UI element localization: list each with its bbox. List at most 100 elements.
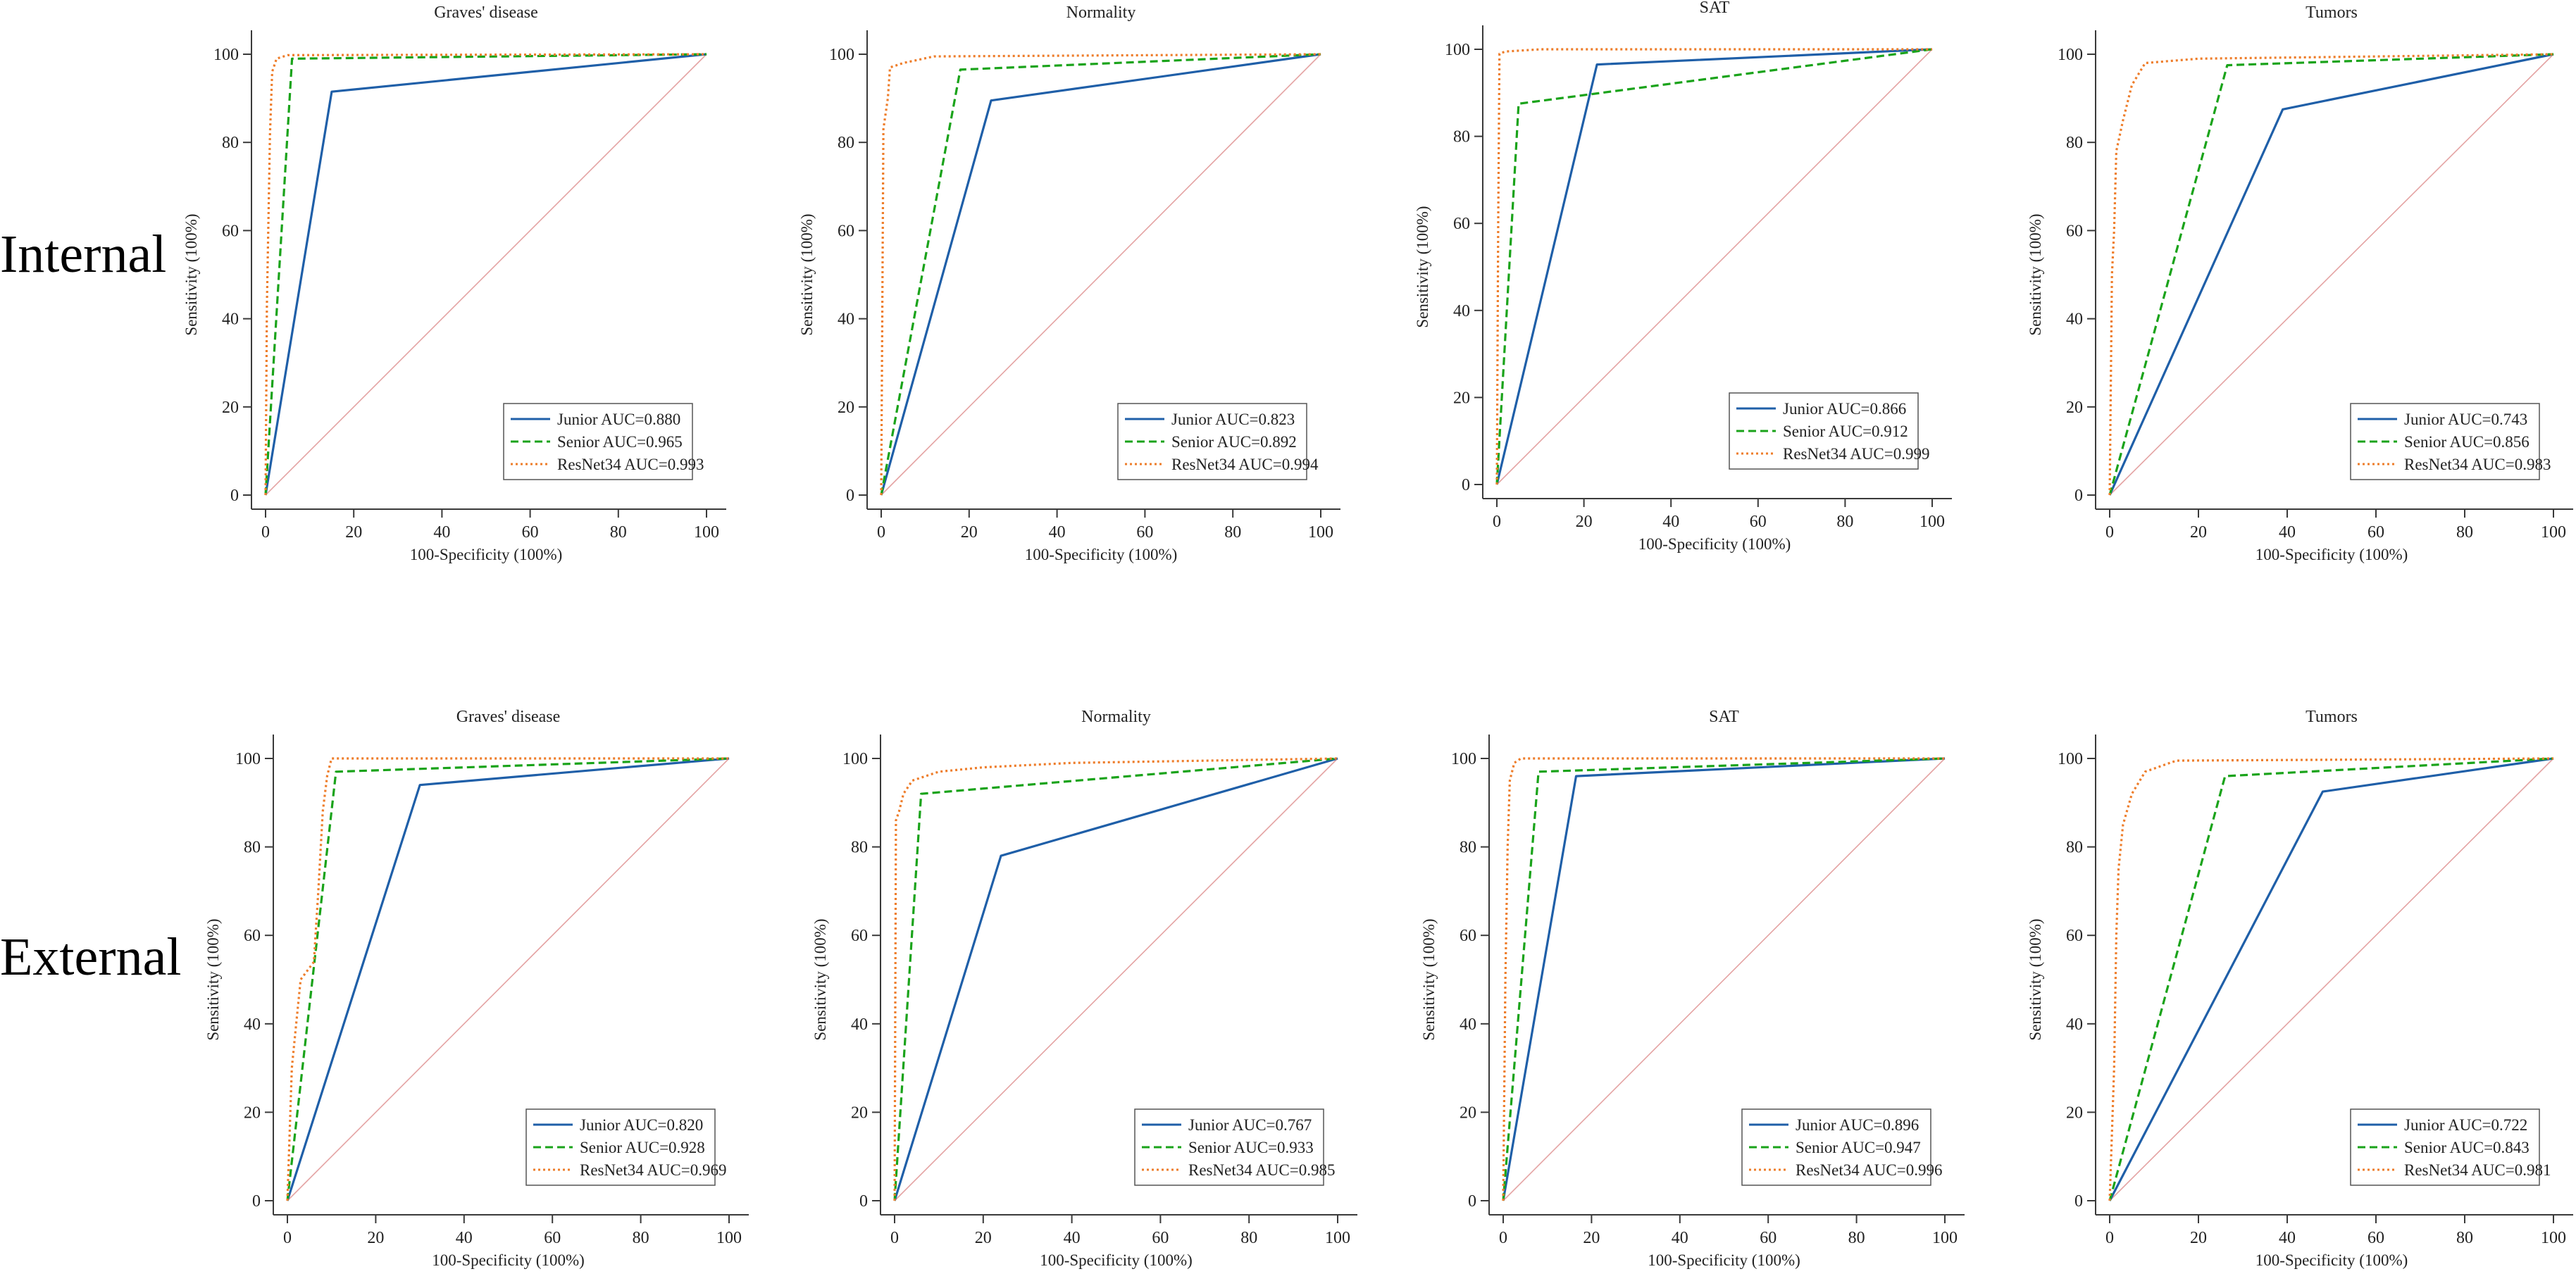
roc-curve-resnet [264, 53, 707, 496]
legend-entry-senior: Senior AUC=0.965 [557, 433, 683, 451]
x-tick-label: 40 [2279, 1229, 2296, 1247]
y-axis-label: Sensitivity (100%) [2027, 918, 2044, 1040]
roc-curve-resnet [286, 757, 729, 1201]
y-tick-label: 40 [851, 1016, 868, 1034]
y-tick-label: 0 [2074, 487, 2083, 505]
x-tick-label: 60 [1152, 1229, 1169, 1247]
legend-entry-resnet: ResNet34 AUC=0.981 [2404, 1161, 2551, 1179]
panel-title: Normality [1081, 708, 1151, 726]
panel-title: Normality [1066, 4, 1136, 22]
roc-panel-internal-3: SAT 0 20 40 60 80 100 0 20 40 60 80 100 100-Specifici… [1414, 0, 1952, 553]
y-tick-label: 40 [222, 311, 239, 329]
roc-curve-resnet [1495, 48, 1932, 485]
y-tick-label: 60 [1453, 215, 1470, 233]
roc-curve-resnet [2108, 757, 2554, 1201]
y-tick-label: 0 [1468, 1192, 1476, 1211]
y-tick-label: 0 [846, 487, 854, 505]
roc-curve-junior [2108, 53, 2554, 496]
x-tick-label: 100 [716, 1229, 742, 1247]
roc-curve-junior [264, 53, 707, 496]
y-tick-label: 40 [1460, 1016, 1476, 1034]
y-tick-label: 20 [838, 399, 854, 417]
x-tick-label: 100 [1308, 523, 1333, 542]
y-tick-label: 80 [244, 839, 261, 857]
legend-entry-junior: Junior AUC=0.767 [1188, 1116, 1312, 1134]
y-tick-label: 100 [213, 46, 239, 64]
roc-curve-junior [1502, 757, 1946, 1201]
x-tick-label: 60 [1136, 523, 1153, 542]
legend-entry-resnet: ResNet34 AUC=0.969 [580, 1161, 726, 1179]
x-tick-label: 0 [2105, 523, 2114, 542]
x-axis-label: 100-Specificity (100%) [1025, 546, 1178, 563]
row-label-internal: Internal [0, 225, 167, 284]
roc-curve-senior [2108, 757, 2554, 1201]
reference-diagonal [1496, 49, 1933, 485]
y-tick-label: 0 [1462, 476, 1470, 494]
y-tick-label: 60 [851, 927, 868, 945]
x-tick-label: 80 [610, 523, 627, 542]
x-tick-label: 100 [1325, 1229, 1350, 1247]
x-tick-label: 40 [1049, 523, 1066, 542]
x-tick-label: 20 [2190, 1229, 2207, 1247]
legend-entry-junior: Junior AUC=0.722 [2404, 1116, 2527, 1134]
x-tick-label: 40 [456, 1229, 473, 1247]
legend: Junior AUC=0.722 Senior AUC=0.843 ResNet34… [2350, 1108, 2551, 1186]
legend-entry-resnet: ResNet34 AUC=0.983 [2404, 456, 2551, 473]
y-tick-label: 40 [2066, 311, 2083, 329]
panel-title: Tumors [2306, 708, 2358, 726]
y-tick-label: 60 [2066, 222, 2083, 240]
y-tick-label: 20 [1453, 389, 1470, 407]
x-tick-label: 40 [2279, 523, 2296, 542]
legend-entry-junior: Junior AUC=0.820 [580, 1116, 703, 1134]
y-tick-label: 100 [2058, 750, 2083, 768]
x-tick-label: 20 [2190, 523, 2207, 542]
x-tick-label: 0 [2105, 1229, 2114, 1247]
roc-curve-junior [1495, 48, 1933, 485]
legend-entry-junior: Junior AUC=0.880 [557, 411, 680, 428]
y-tick-label: 40 [244, 1016, 261, 1034]
legend-entry-resnet: ResNet34 AUC=0.994 [1171, 456, 1319, 473]
x-tick-label: 80 [1836, 513, 1853, 531]
y-tick-label: 80 [222, 134, 239, 152]
y-tick-label: 100 [235, 750, 261, 768]
y-tick-label: 80 [2066, 839, 2083, 857]
roc-curve-senior [893, 757, 1338, 1201]
roc-panel-internal-4: Tumors 0 20 40 60 80 100 0 20 40 60 80 100 100-Specif… [2027, 4, 2573, 563]
roc-curve-senior [880, 53, 1321, 496]
y-tick-label: 80 [851, 839, 868, 857]
roc-panel-external-2: Normality 0 20 40 60 80 100 0 20 40 60 80 100 100-Spe… [811, 708, 1357, 1269]
y-tick-label: 20 [222, 399, 239, 417]
y-tick-label: 60 [1460, 927, 1476, 945]
x-tick-label: 20 [367, 1229, 384, 1247]
reference-diagonal [287, 758, 730, 1201]
legend-entry-senior: Senior AUC=0.843 [2404, 1139, 2530, 1156]
legend: Junior AUC=0.823 Senior AUC=0.892 ResNet34… [1117, 403, 1319, 480]
panel-title: SAT [1709, 708, 1739, 726]
x-tick-label: 100 [2541, 1229, 2566, 1247]
x-tick-label: 20 [961, 523, 978, 542]
y-tick-label: 40 [1453, 302, 1470, 320]
y-tick-label: 0 [252, 1192, 261, 1211]
y-axis-label: Sensitivity (100%) [204, 918, 222, 1040]
x-tick-label: 60 [1760, 1229, 1777, 1247]
y-tick-label: 20 [851, 1104, 868, 1122]
x-tick-label: 0 [877, 523, 885, 542]
legend-entry-resnet: ResNet34 AUC=0.985 [1188, 1161, 1335, 1179]
y-tick-label: 20 [2066, 399, 2083, 417]
roc-curve-senior [286, 757, 730, 1201]
y-tick-label: 0 [230, 487, 239, 505]
reference-diagonal [894, 758, 1338, 1201]
x-tick-label: 60 [1750, 513, 1767, 531]
x-tick-label: 60 [2367, 523, 2384, 542]
legend-entry-resnet: ResNet34 AUC=0.996 [1796, 1161, 1942, 1179]
y-tick-label: 100 [2058, 46, 2083, 64]
legend: Junior AUC=0.767 Senior AUC=0.933 ResNet34… [1134, 1108, 1335, 1186]
x-tick-label: 20 [1576, 513, 1593, 531]
y-tick-label: 100 [842, 750, 868, 768]
y-tick-label: 0 [2074, 1192, 2083, 1211]
y-axis-label: Sensitivity (100%) [1420, 918, 1438, 1040]
y-tick-label: 0 [859, 1192, 868, 1211]
reference-diagonal [881, 54, 1321, 496]
x-tick-label: 0 [1493, 513, 1501, 531]
